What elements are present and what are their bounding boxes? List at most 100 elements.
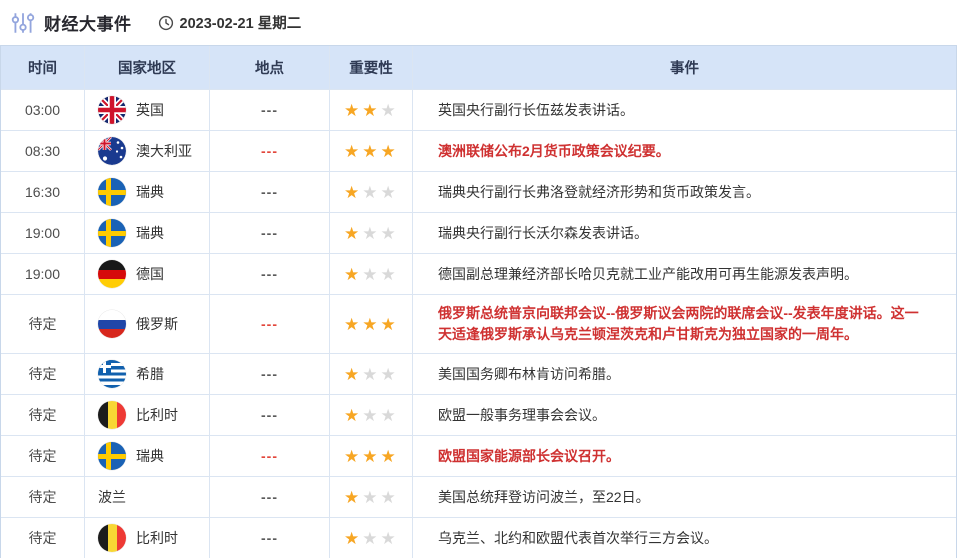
country-cell: 比利时 bbox=[85, 395, 210, 435]
importance-stars: ★ ★ ★ bbox=[330, 254, 413, 294]
star-empty-icon: ★ bbox=[362, 405, 378, 425]
column-header-importance: 重要性 bbox=[330, 46, 413, 89]
time-cell: 待定 bbox=[1, 295, 85, 353]
event-cell: 德国副总理兼经济部长哈贝克就工业产能改用可再生能源发表声明。 bbox=[438, 265, 858, 282]
star-filled-icon: ★ bbox=[362, 446, 378, 466]
star-filled-icon: ★ bbox=[362, 141, 378, 161]
country-name: 俄罗斯 bbox=[136, 316, 178, 332]
country-cell: 瑞典 bbox=[85, 172, 210, 212]
star-filled-icon: ★ bbox=[344, 141, 360, 161]
country-name: 瑞典 bbox=[136, 184, 164, 200]
star-empty-icon: ★ bbox=[380, 182, 396, 202]
location-cell: --- bbox=[210, 518, 330, 558]
location-cell: --- bbox=[210, 172, 330, 212]
country-name: 希腊 bbox=[136, 366, 164, 382]
star-filled-icon: ★ bbox=[344, 446, 360, 466]
location-cell: --- bbox=[210, 213, 330, 253]
table-row: 19:00 德国 --- ★ ★ ★ 德国副总理兼经济部长哈贝克就工业产能改用可再生能源发表… bbox=[1, 253, 956, 294]
page-header: 财经大事件 2023-02-21 星期二 bbox=[0, 0, 957, 45]
table-body: 03:00 英国 --- ★ ★ ★ 英国央行副行长伍兹发表讲话。 08:30 澳大利亚 --- ★… bbox=[1, 89, 956, 558]
importance-stars: ★ ★ ★ bbox=[330, 295, 413, 353]
event-cell: 俄罗斯总统普京向联邦会议--俄罗斯议会两院的联席会议--发表年度讲话。这一天适逢… bbox=[438, 305, 919, 342]
importance-stars: ★ ★ ★ bbox=[330, 131, 413, 171]
importance-stars: ★ ★ ★ bbox=[330, 477, 413, 517]
location-cell: --- bbox=[210, 254, 330, 294]
star-empty-icon: ★ bbox=[380, 264, 396, 284]
country-cell: 希腊 bbox=[85, 354, 210, 394]
star-empty-icon: ★ bbox=[380, 223, 396, 243]
importance-stars: ★ ★ ★ bbox=[330, 90, 413, 130]
event-cell: 英国央行副行长伍兹发表讲话。 bbox=[438, 101, 634, 118]
country-cell: 澳大利亚 bbox=[85, 131, 210, 171]
location-cell: --- bbox=[210, 395, 330, 435]
star-filled-icon: ★ bbox=[344, 364, 360, 384]
event-cell: 澳洲联储公布2月货币政策会议纪要。 bbox=[438, 142, 670, 159]
country-cell: 比利时 bbox=[85, 518, 210, 558]
country-cell: 波兰 bbox=[85, 477, 210, 517]
time-cell: 03:00 bbox=[1, 90, 85, 130]
location-cell: --- bbox=[210, 354, 330, 394]
table-row: 待定 比利时 --- ★ ★ ★ 乌克兰、北约和欧盟代表首次举行三方会议。 bbox=[1, 517, 956, 558]
star-filled-icon: ★ bbox=[344, 182, 360, 202]
table-row: 待定 希腊 --- ★ ★ ★ 美国国务卿布林肯访问希腊。 bbox=[1, 353, 956, 394]
star-empty-icon: ★ bbox=[362, 487, 378, 507]
importance-stars: ★ ★ ★ bbox=[330, 172, 413, 212]
events-table: 时间 国家地区 地点 重要性 事件 03:00 英国 --- ★ ★ ★ 英国央行副行长伍兹… bbox=[0, 45, 957, 558]
sweden-flag-icon bbox=[98, 219, 126, 247]
russia-flag-icon bbox=[98, 310, 126, 338]
star-filled-icon: ★ bbox=[344, 264, 360, 284]
location-cell: --- bbox=[210, 295, 330, 353]
table-row: 待定 波兰 --- ★ ★ ★ 美国总统拜登访问波兰，至22日。 bbox=[1, 476, 956, 517]
star-empty-icon: ★ bbox=[362, 364, 378, 384]
importance-stars: ★ ★ ★ bbox=[330, 213, 413, 253]
time-cell: 16:30 bbox=[1, 172, 85, 212]
time-cell: 待定 bbox=[1, 436, 85, 476]
event-cell: 乌克兰、北约和欧盟代表首次举行三方会议。 bbox=[438, 529, 718, 546]
event-cell: 瑞典央行副行长沃尔森发表讲话。 bbox=[438, 224, 648, 241]
time-cell: 待定 bbox=[1, 395, 85, 435]
location-cell: --- bbox=[210, 477, 330, 517]
star-empty-icon: ★ bbox=[380, 405, 396, 425]
event-cell: 欧盟国家能源部长会议召开。 bbox=[438, 447, 620, 464]
belgium-flag-icon bbox=[98, 401, 126, 429]
country-name: 德国 bbox=[136, 266, 164, 282]
star-filled-icon: ★ bbox=[380, 141, 396, 161]
table-row: 待定 俄罗斯 --- ★ ★ ★ 俄罗斯总统普京向联邦会议--俄罗斯议会两院的联席会议--发… bbox=[1, 294, 956, 353]
star-filled-icon: ★ bbox=[344, 487, 360, 507]
star-filled-icon: ★ bbox=[344, 314, 360, 334]
star-empty-icon: ★ bbox=[362, 223, 378, 243]
location-cell: --- bbox=[210, 436, 330, 476]
page-title: 财经大事件 bbox=[44, 15, 132, 34]
sweden-flag-icon bbox=[98, 442, 126, 470]
country-cell: 瑞典 bbox=[85, 436, 210, 476]
column-header-country: 国家地区 bbox=[85, 46, 210, 89]
importance-stars: ★ ★ ★ bbox=[330, 395, 413, 435]
importance-stars: ★ ★ ★ bbox=[330, 436, 413, 476]
country-name: 波兰 bbox=[98, 489, 126, 505]
country-name: 英国 bbox=[136, 102, 164, 118]
sweden-flag-icon bbox=[98, 178, 126, 206]
column-header-location: 地点 bbox=[210, 46, 330, 89]
event-cell: 美国总统拜登访问波兰，至22日。 bbox=[438, 488, 650, 505]
country-name: 比利时 bbox=[136, 530, 178, 546]
table-row: 19:00 瑞典 --- ★ ★ ★ 瑞典央行副行长沃尔森发表讲话。 bbox=[1, 212, 956, 253]
time-cell: 待定 bbox=[1, 477, 85, 517]
table-header-row: 时间 国家地区 地点 重要性 事件 bbox=[1, 46, 956, 89]
star-empty-icon: ★ bbox=[380, 364, 396, 384]
table-row: 16:30 瑞典 --- ★ ★ ★ 瑞典央行副行长弗洛登就经济形势和货币政策发言。 bbox=[1, 171, 956, 212]
country-name: 瑞典 bbox=[136, 225, 164, 241]
table-row: 03:00 英国 --- ★ ★ ★ 英国央行副行长伍兹发表讲话。 bbox=[1, 89, 956, 130]
belgium-flag-icon bbox=[98, 524, 126, 552]
event-cell: 瑞典央行副行长弗洛登就经济形势和货币政策发言。 bbox=[438, 183, 760, 200]
table-row: 08:30 澳大利亚 --- ★ ★ ★ 澳洲联储公布2月货币政策会议纪要。 bbox=[1, 130, 956, 171]
time-cell: 19:00 bbox=[1, 254, 85, 294]
importance-stars: ★ ★ ★ bbox=[330, 354, 413, 394]
uk-flag-icon bbox=[98, 96, 126, 124]
star-empty-icon: ★ bbox=[362, 528, 378, 548]
sliders-icon bbox=[10, 10, 36, 36]
star-empty-icon: ★ bbox=[362, 264, 378, 284]
column-header-time: 时间 bbox=[1, 46, 85, 89]
time-cell: 19:00 bbox=[1, 213, 85, 253]
star-empty-icon: ★ bbox=[362, 182, 378, 202]
time-cell: 待定 bbox=[1, 518, 85, 558]
